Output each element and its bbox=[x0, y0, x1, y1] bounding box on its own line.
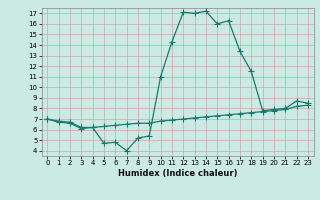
X-axis label: Humidex (Indice chaleur): Humidex (Indice chaleur) bbox=[118, 169, 237, 178]
